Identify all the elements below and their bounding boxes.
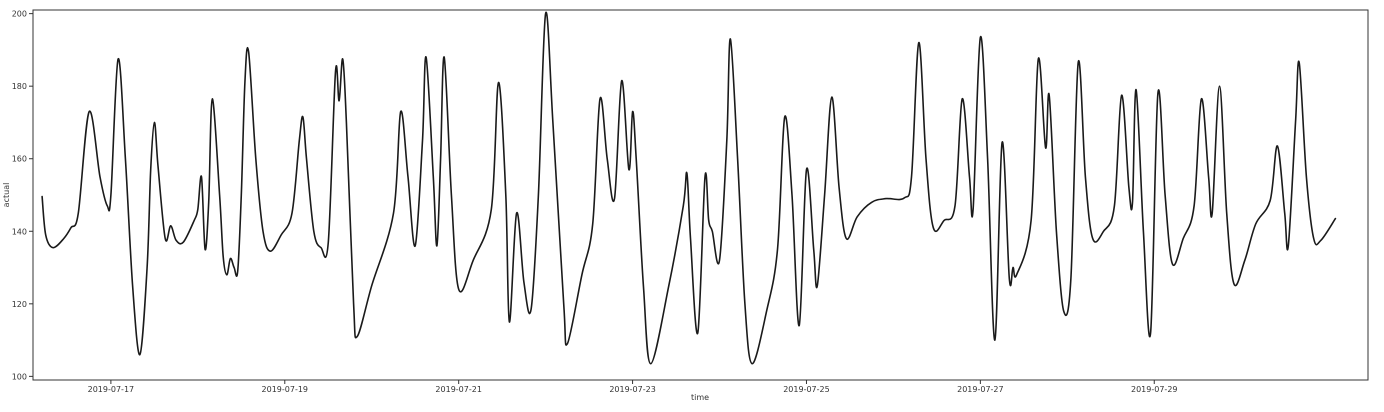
x-axis: 2019-07-17 2019-07-19 2019-07-21 2019-07-23… <box>88 380 1178 394</box>
series-line <box>41 11 1337 365</box>
y-tick-label: 180 <box>12 82 27 91</box>
x-tick-label: 2019-07-19 <box>262 385 309 394</box>
x-tick-label: 2019-07-23 <box>609 385 656 394</box>
y-tick-label: 120 <box>12 300 27 309</box>
x-tick-label: 2019-07-17 <box>88 385 135 394</box>
x-tick-label: 2019-07-27 <box>957 385 1004 394</box>
y-tick-label: 100 <box>12 372 27 381</box>
y-axis-label: actual <box>2 183 11 208</box>
y-axis: 100 120 140 160 180 200 <box>12 10 33 381</box>
y-tick-label: 200 <box>12 10 27 19</box>
x-tick-label: 2019-07-21 <box>435 385 482 394</box>
x-tick-label: 2019-07-29 <box>1131 385 1178 394</box>
y-tick-label: 140 <box>12 227 27 236</box>
y-tick-label: 160 <box>12 155 27 164</box>
plot-area <box>32 9 1369 381</box>
x-tick-label: 2019-07-25 <box>783 385 830 394</box>
x-axis-label: time <box>691 393 709 402</box>
